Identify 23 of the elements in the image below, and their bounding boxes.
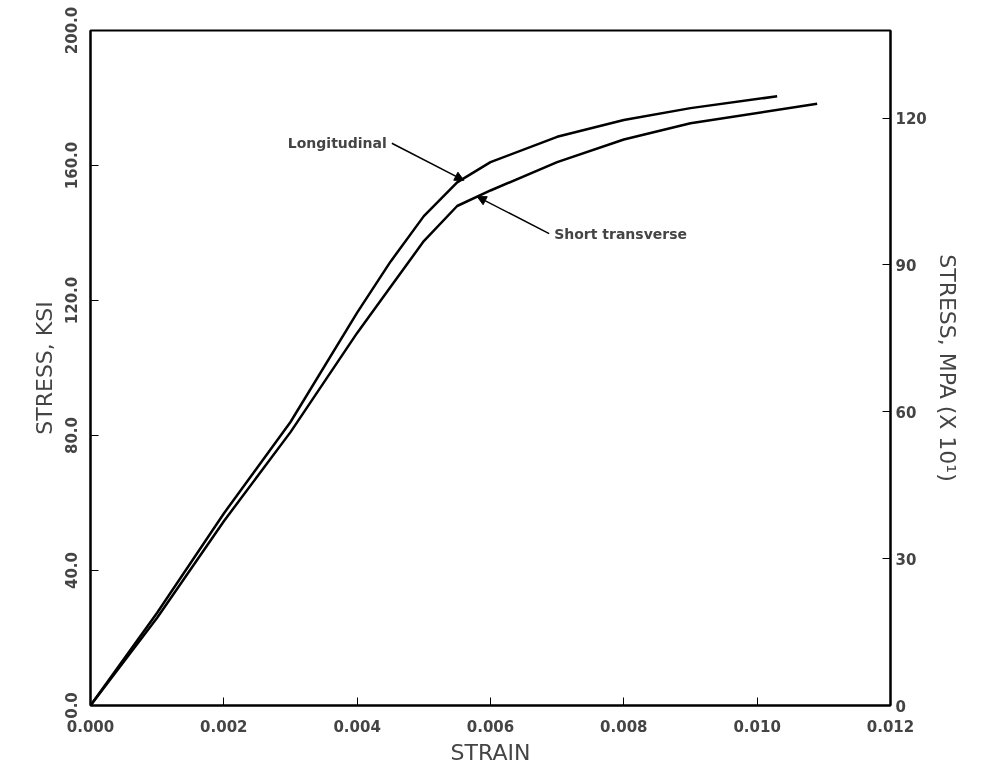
- y-tick-label: 0.0: [62, 692, 81, 719]
- x-tick-label: 0.004: [333, 717, 381, 736]
- x-tick-label: 0.008: [600, 717, 648, 736]
- x-axis-title: STRAIN: [450, 739, 531, 765]
- y-tick-label: 120.0: [62, 276, 81, 325]
- x-tick-label: 0.010: [733, 717, 781, 736]
- y2-tick-label: 90: [895, 256, 917, 275]
- y2-tick-label: 30: [895, 550, 917, 569]
- y2-axis-title: STRESS, MPA (X 10¹): [934, 254, 960, 482]
- y2-tick-label: 120: [895, 110, 927, 129]
- y-tick-label: 40.0: [62, 551, 81, 589]
- annotation: Longitudinal: [287, 135, 387, 152]
- y-tick-label: 160.0: [62, 141, 81, 190]
- x-tick-label: 0.002: [200, 717, 248, 736]
- x-tick-label: 0.012: [866, 717, 915, 736]
- y-tick-label: 80.0: [62, 416, 81, 454]
- y2-tick-label: 60: [895, 403, 917, 422]
- annotation: Short transverse: [554, 225, 688, 242]
- x-tick-label: 0.006: [466, 717, 515, 736]
- y-axis-title: STRESS, KSI: [31, 301, 57, 435]
- y-tick-label: 200.0: [62, 6, 81, 55]
- x-tick-label: 0.000: [66, 717, 115, 736]
- y2-tick-label: 0: [895, 697, 906, 716]
